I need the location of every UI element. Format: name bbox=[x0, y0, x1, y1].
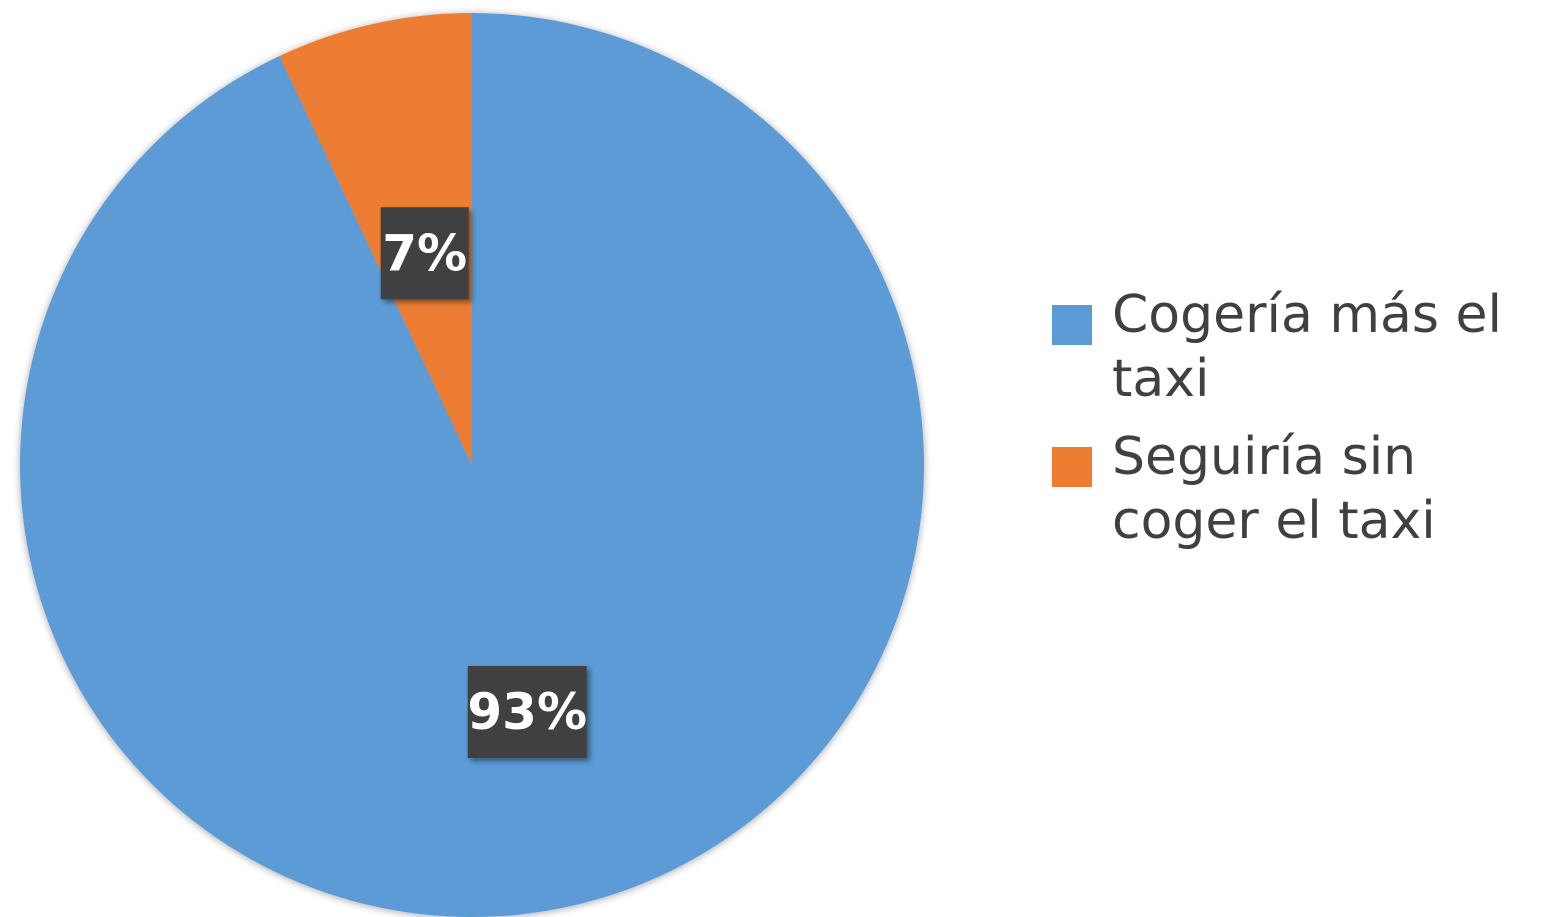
data-label-text: 93% bbox=[467, 683, 587, 741]
pie-slice-cogeria-mas-el-taxi bbox=[19, 13, 925, 917]
data-label-seguiria-sin-coger-el-taxi: 7% bbox=[380, 207, 469, 300]
legend-item-seguiria: Seguiría sin coger el taxi bbox=[1052, 425, 1552, 553]
legend-label-seguiria: Seguiría sin coger el taxi bbox=[1112, 427, 1436, 551]
pie-slices bbox=[19, 13, 925, 917]
data-label-box bbox=[467, 666, 587, 759]
data-label-box bbox=[380, 207, 469, 300]
legend-item-cogeria: Cogería más el taxi bbox=[1052, 283, 1552, 411]
pie-slice-seguiria-sin-coger-el-taxi bbox=[279, 13, 472, 465]
pie-data-labels: 93% 7% bbox=[380, 207, 587, 759]
legend-swatch-blue bbox=[1052, 305, 1092, 345]
data-label-text: 7% bbox=[382, 224, 467, 282]
legend-swatch-orange bbox=[1052, 447, 1092, 487]
legend-label-cogeria: Cogería más el taxi bbox=[1112, 285, 1502, 409]
legend: Cogería más el taxi Seguiría sin coger e… bbox=[1052, 283, 1552, 567]
data-label-cogeria-mas-el-taxi: 93% bbox=[467, 666, 587, 759]
